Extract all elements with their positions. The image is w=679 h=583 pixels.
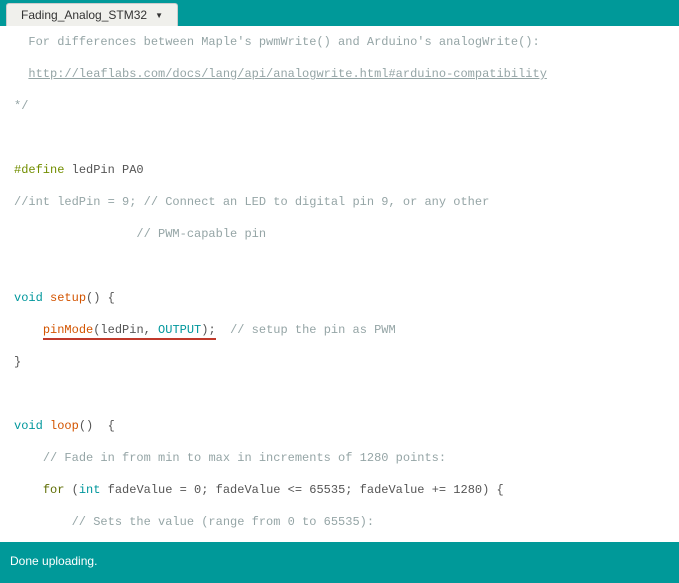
sketch-tab[interactable]: Fading_Analog_STM32 ▼ (6, 3, 178, 26)
code-line[interactable] (14, 386, 669, 402)
status-bar: Done uploading. (0, 544, 679, 583)
code-line[interactable] (14, 130, 669, 146)
code-line[interactable]: for (int fadeValue = 0; fadeValue <= 655… (14, 482, 669, 498)
code-line[interactable]: pinMode(ledPin, OUTPUT); // setup the pi… (14, 322, 669, 338)
code-line[interactable]: void setup() { (14, 290, 669, 306)
code-line[interactable] (14, 258, 669, 274)
tab-bar: Fading_Analog_STM32 ▼ (0, 0, 679, 26)
code-line[interactable]: void loop() { (14, 418, 669, 434)
code-line[interactable]: */ (14, 98, 669, 114)
code-line[interactable]: } (14, 354, 669, 370)
code-line[interactable]: // Sets the value (range from 0 to 65535… (14, 514, 669, 530)
code-line[interactable]: // PWM-capable pin (14, 226, 669, 242)
tab-dropdown-icon[interactable]: ▼ (155, 11, 163, 20)
code-line[interactable]: #define ledPin PA0 (14, 162, 669, 178)
code-line[interactable]: // Fade in from min to max in increments… (14, 450, 669, 466)
code-editor[interactable]: For differences between Maple's pwmWrite… (0, 26, 679, 544)
code-line[interactable]: //int ledPin = 9; // Connect an LED to d… (14, 194, 669, 210)
code-line[interactable]: http://leaflabs.com/docs/lang/api/analog… (14, 66, 669, 82)
code-line[interactable]: For differences between Maple's pwmWrite… (14, 34, 669, 50)
status-text: Done uploading. (10, 554, 97, 568)
tab-title: Fading_Analog_STM32 (21, 8, 147, 22)
